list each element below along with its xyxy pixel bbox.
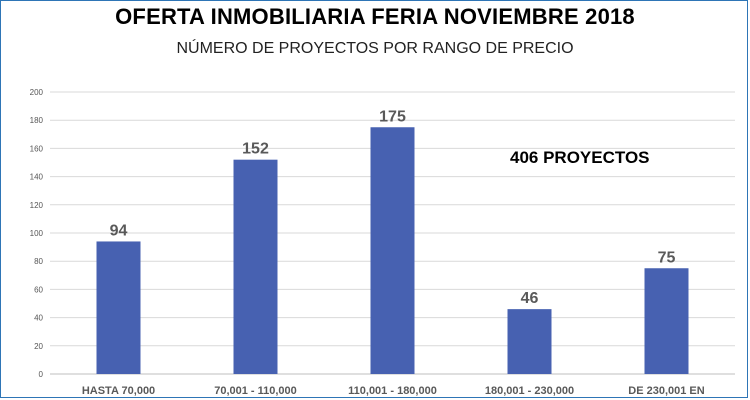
bar — [507, 309, 552, 374]
bar — [370, 127, 415, 374]
x-tick-label: HASTA 70,000 — [82, 385, 155, 397]
x-tick-label: 180,001 - 230,000 — [485, 385, 574, 397]
data-label: 75 — [658, 249, 676, 266]
chart-title: OFERTA INMOBILIARIA FERIA NOVIEMBRE 2018 — [115, 4, 635, 29]
y-tick-label: 40 — [34, 314, 43, 323]
data-label: 46 — [521, 290, 539, 307]
y-tick-label: 100 — [30, 229, 44, 238]
y-tick-label: 140 — [30, 173, 44, 182]
x-tick-label: DE 230,001 EN — [628, 385, 704, 397]
chart-subtitle: NÚMERO DE PROYECTOS POR RANGO DE PRECIO — [176, 40, 574, 57]
y-tick-label: 120 — [30, 201, 44, 210]
y-tick-label: 180 — [30, 116, 44, 125]
data-label: 94 — [110, 222, 128, 239]
y-tick-label: 200 — [30, 88, 44, 97]
bar — [233, 159, 278, 374]
y-tick-label: 80 — [34, 257, 43, 266]
x-tick-label: 110,001 - 180,000 — [348, 385, 437, 397]
total-projects-annotation: 406 PROYECTOS — [510, 148, 650, 167]
x-tick-label: 70,001 - 110,000 — [214, 385, 297, 397]
data-label: 175 — [379, 108, 406, 125]
y-tick-label: 0 — [39, 370, 44, 379]
y-tick-label: 160 — [30, 144, 44, 153]
y-tick-label: 20 — [34, 342, 43, 351]
bar — [96, 241, 141, 374]
bar — [644, 268, 689, 374]
data-label: 152 — [242, 141, 269, 158]
y-tick-label: 60 — [34, 285, 43, 294]
